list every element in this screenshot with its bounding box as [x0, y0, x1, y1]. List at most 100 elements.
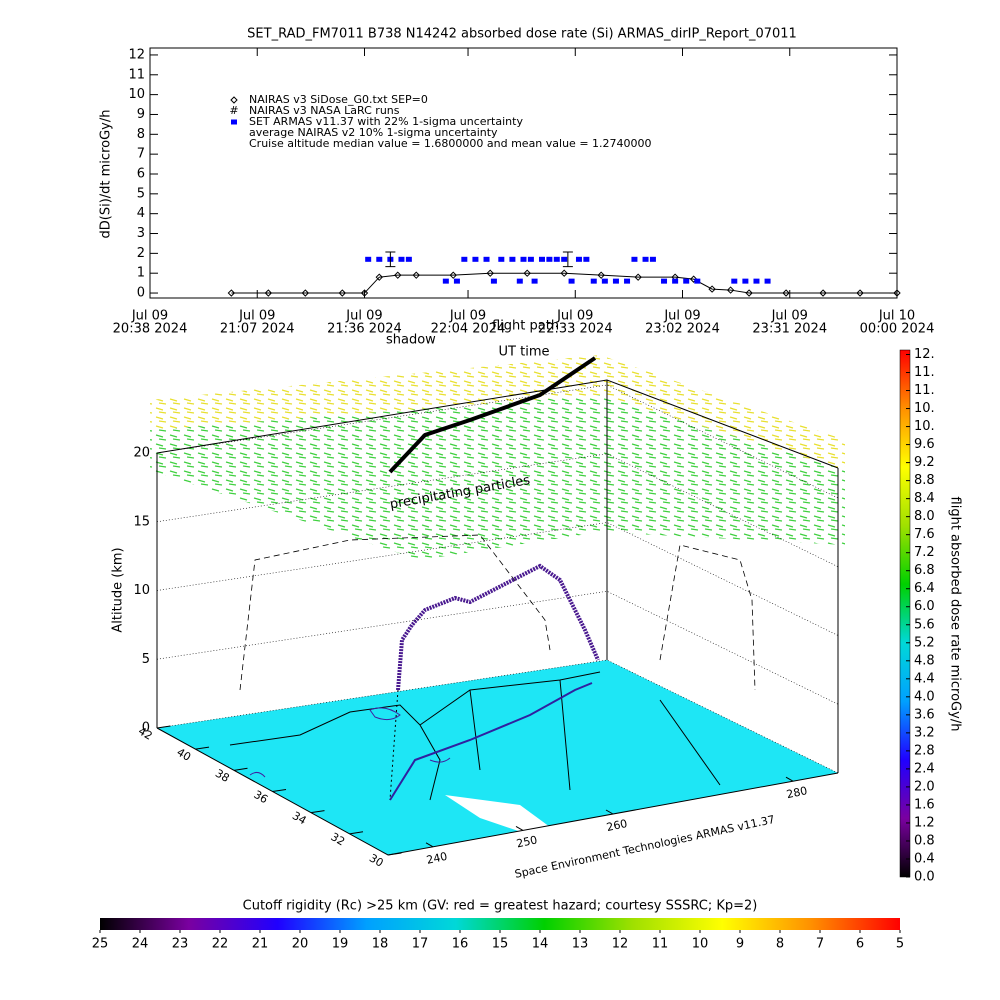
- error-bar: [385, 251, 396, 268]
- lon-tick-label: 280: [785, 784, 808, 801]
- x-tick-label: 22:04 2024: [431, 322, 506, 337]
- y-tick-label: 0: [137, 286, 145, 301]
- data-point: [893, 289, 901, 297]
- data-point: [764, 278, 771, 284]
- data-point: [683, 278, 690, 284]
- annotation: shadow: [386, 333, 436, 348]
- drop-line: [389, 689, 399, 801]
- colorbar-tick-label: 1.2: [914, 815, 935, 830]
- colorbar-tick-label: 3.6: [914, 707, 935, 722]
- lat-tick-label: 38: [213, 767, 232, 785]
- y-tick-label: 9: [137, 107, 145, 122]
- colorbar-tick-label: 21: [252, 937, 269, 952]
- colorbar-tick-label: 9.2: [914, 455, 935, 470]
- data-point: [301, 289, 310, 297]
- data-point: [376, 256, 383, 262]
- colorbar-tick-label: 12: [612, 937, 629, 952]
- colorbar-tick-label: 9.6: [914, 437, 935, 452]
- colorbar-tick-label: 11.: [914, 383, 935, 398]
- colorbar-tick-label: 20: [292, 937, 309, 952]
- colorbar-tick-label: 13: [572, 937, 589, 952]
- data-point: [442, 278, 449, 284]
- colorbar-tick-label: 7: [816, 937, 824, 952]
- colorbar-tick-label: 2.0: [914, 779, 935, 794]
- data-point: [819, 289, 827, 297]
- y-tick-label: 11: [128, 67, 145, 82]
- legend-label: Cruise altitude median value = 1.6800000…: [249, 137, 652, 150]
- tick-mark: [233, 767, 248, 771]
- data-point: [742, 278, 749, 284]
- tick-mark: [349, 831, 364, 835]
- legend-marker: #: [229, 104, 238, 117]
- y-tick-label: 2: [137, 246, 145, 261]
- data-point: [612, 278, 619, 284]
- data-point: [708, 285, 716, 293]
- colorbar-tick-label: 5.6: [914, 617, 935, 632]
- data-point: [634, 273, 642, 281]
- colorbar-tick-label: 19: [332, 937, 349, 952]
- colorbar-tick-label: 7.2: [914, 545, 935, 560]
- tick-mark: [605, 809, 614, 815]
- colorbar-tick-label: 4.4: [914, 671, 935, 686]
- data-point: [360, 289, 369, 297]
- data-point: [583, 256, 590, 262]
- colorbar-tick-label: 23: [172, 937, 189, 952]
- data-point: [375, 273, 383, 281]
- plot-frame: [149, 47, 898, 299]
- data-point: [461, 256, 468, 262]
- data-point: [560, 269, 568, 277]
- flight-path-top: [388, 356, 597, 474]
- data-point: [782, 289, 790, 297]
- x-tick-label: Jul 09: [556, 309, 593, 324]
- data-point: [661, 278, 668, 284]
- data-point: [631, 256, 638, 262]
- x-tick-label: Jul 09: [663, 309, 700, 324]
- data-point: [412, 271, 420, 279]
- z-tick-label: 5: [142, 652, 150, 667]
- error-bar: [562, 251, 573, 268]
- data-point: [527, 256, 534, 262]
- colorbar-tick-label: 4.0: [914, 689, 935, 704]
- data-point: [731, 278, 738, 284]
- particle-field-lower: [150, 395, 845, 560]
- colorbar-label: Cutoff rigidity (Rc) >25 km (GV: red = g…: [243, 899, 758, 914]
- x-tick-label: 20:38 2024: [113, 322, 188, 337]
- y-tick-label: 4: [137, 206, 145, 221]
- x-tick-label: Jul 09: [771, 309, 808, 324]
- colorbar-tick-label: 8.4: [914, 491, 935, 506]
- colorbar-tick-label: 5.2: [914, 635, 935, 650]
- colorbar: [899, 349, 911, 878]
- y-tick-label: 1: [137, 266, 145, 281]
- z-tick-label: 0: [142, 721, 150, 736]
- x-tick-label: 21:07 2024: [220, 322, 295, 337]
- colorbar-tick-label: 0.4: [914, 851, 935, 866]
- data-point: [523, 269, 531, 277]
- x-tick-label: Jul 09: [238, 309, 275, 324]
- particle-field-upper: [150, 355, 845, 470]
- data-point: [624, 278, 631, 284]
- y-axis-label: dD(Si)/dt microGy/h: [99, 110, 114, 239]
- colorbar-tick-label: 2.4: [914, 761, 935, 776]
- x-axis-label: UT time: [499, 345, 550, 360]
- lon-tick-label: 240: [425, 850, 448, 867]
- series-line: [231, 272, 897, 294]
- data-point: [398, 256, 405, 262]
- colorbar: [100, 918, 900, 930]
- y-tick-label: 7: [137, 147, 145, 162]
- y-tick-label: 3: [137, 226, 145, 241]
- data-point: [601, 278, 608, 284]
- colorbar-tick-label: 7.6: [914, 527, 935, 542]
- colorbar-tick-label: 10: [692, 937, 709, 952]
- data-point: [642, 256, 649, 262]
- data-point: [227, 289, 236, 297]
- legend-label: NAIRAS v3 SiDose_G0.txt SEP=0: [249, 93, 428, 106]
- annotation: flight path: [492, 319, 559, 334]
- lat-tick-label: 36: [251, 788, 270, 806]
- colorbar-tick-label: 6.4: [914, 581, 935, 596]
- tick-mark: [387, 852, 402, 856]
- colorbar-tick-label: 16: [452, 937, 469, 952]
- data-point: [726, 286, 735, 294]
- data-point: [531, 278, 538, 284]
- colorbar-tick-label: 6.8: [914, 563, 935, 578]
- data-point: [264, 289, 273, 297]
